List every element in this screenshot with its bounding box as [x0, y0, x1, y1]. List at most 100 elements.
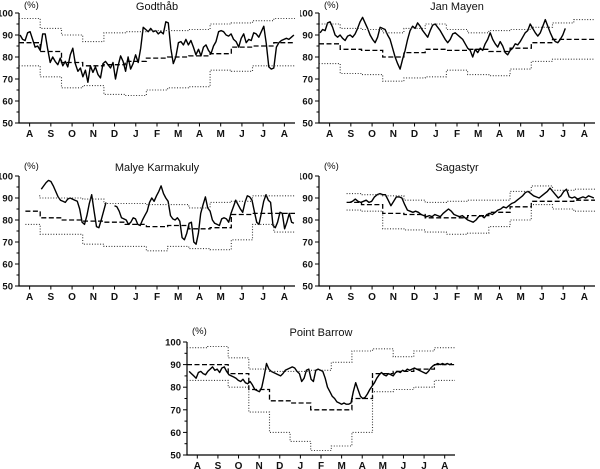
x-tick-label: F [154, 129, 160, 140]
x-tick-label: S [348, 292, 355, 303]
x-tick-label: D [111, 129, 118, 140]
chart-point-barrow: (%) Point Barrow 50 60 70 80 90 100 A S O N D J F M A M… [150, 310, 470, 469]
malye-karmakuly-lower-line [25, 223, 295, 252]
x-tick-label: M [474, 292, 482, 303]
x-tick-label: A [581, 292, 588, 303]
godthab-upper-line [19, 17, 295, 43]
y-tick-label: 60 [302, 260, 313, 271]
x-tick-label: D [411, 292, 418, 303]
x-tick-label: J [239, 292, 245, 303]
y-tick-label: 60 [2, 97, 13, 108]
x-tick-label: N [90, 129, 97, 140]
y-tick-label: 80 [2, 216, 13, 227]
x-tick-label: S [348, 129, 355, 140]
x-tick-label: M [337, 461, 345, 469]
jan-mayen-plot: 50 60 70 80 90 100 A S O N D J F M A M J J A [300, 9, 595, 140]
sagastyr-upper-line [346, 185, 595, 203]
x-tick-label: O [368, 129, 376, 140]
godthab-observed-line [19, 21, 295, 84]
x-tick-label: M [174, 292, 182, 303]
x-tick-label: N [90, 292, 97, 303]
y-tick-label: 90 [170, 360, 181, 371]
point-barrow-mean-line [187, 363, 455, 411]
godthab-plot: 50 60 70 80 90 100 A S O N D J F M A M J J A [0, 9, 295, 140]
x-tick-label: F [318, 461, 324, 469]
x-tick-label: J [260, 129, 266, 140]
point-barrow-lower-line [187, 379, 455, 452]
jan-mayen-lower-line [319, 58, 595, 82]
x-tick-label: M [517, 129, 525, 140]
point-barrow-observed-line [188, 362, 453, 405]
chart-title: Jan Mayen [430, 1, 484, 13]
y-tick-label: 60 [170, 428, 181, 439]
sagastyr-mean-line [346, 199, 595, 219]
x-tick-label: A [496, 292, 503, 303]
axis-spines [18, 13, 295, 124]
x-tick-label: J [539, 292, 545, 303]
x-tick-label: J [560, 292, 566, 303]
y-tick-label: 50 [170, 451, 181, 462]
chart-godthab: (%) Godthåb 50 60 70 80 90 100 A S O N D J F M A M J J A [0, 0, 300, 150]
y-tick-label: 90 [2, 31, 13, 42]
y-tick-label: 50 [302, 119, 313, 130]
y-tick-label: 80 [170, 383, 181, 394]
x-tick-label: J [433, 129, 439, 140]
y-tick-label: 100 [165, 338, 181, 349]
x-tick-label: J [401, 461, 407, 469]
y-axis-unit-label: (%) [24, 0, 39, 11]
y-tick-label: 100 [300, 172, 313, 183]
malye-karmakuly-observed-line [40, 179, 107, 229]
y-tick-label: 90 [302, 194, 313, 205]
y-tick-label: 50 [302, 282, 313, 293]
y-tick-label: 60 [302, 97, 313, 108]
jan-mayen-upper-line [319, 19, 595, 34]
sagastyr-lower-line [346, 204, 595, 235]
chart-jan-mayen: (%) Jan Mayen 50 60 70 80 90 100 A S O N D J F M A M J J A [300, 0, 600, 150]
x-tick-label: M [217, 292, 225, 303]
axis-spines [186, 342, 455, 456]
x-tick-label: F [154, 292, 160, 303]
x-tick-label: M [517, 292, 525, 303]
x-tick-label: J [239, 129, 245, 140]
x-tick-label: J [260, 292, 266, 303]
x-tick-label: O [68, 129, 76, 140]
chart-malye-karmakuly: (%) Malye Karmakuly 50 60 70 80 90 100 A S O N D J F… [0, 150, 300, 310]
x-tick-label: J [560, 129, 566, 140]
x-tick-label: A [26, 292, 33, 303]
x-tick-label: N [390, 292, 397, 303]
y-tick-label: 70 [2, 75, 13, 86]
x-tick-label: A [359, 461, 366, 469]
y-tick-label: 60 [2, 260, 13, 271]
x-tick-label: S [215, 461, 222, 469]
malye-karmakuly-upper-line [39, 195, 295, 209]
chart-title: Malye Karmakuly [114, 162, 200, 174]
x-tick-label: A [581, 129, 588, 140]
chart-title: Godthåb [135, 1, 179, 13]
x-tick-label: A [281, 292, 288, 303]
x-tick-label: D [411, 129, 418, 140]
x-tick-label: J [433, 292, 439, 303]
y-axis-unit-label: (%) [192, 326, 207, 337]
x-tick-label: O [68, 292, 76, 303]
sagastyr-plot: 50 60 70 80 90 100 A S O N D J F M A M J J A [300, 172, 595, 303]
chart-title: Point Barrow [289, 327, 353, 339]
y-tick-label: 70 [170, 405, 181, 416]
y-tick-label: 80 [302, 53, 313, 64]
y-axis-unit-label: (%) [324, 0, 339, 11]
axis-spines [18, 176, 295, 287]
x-tick-label: S [48, 129, 55, 140]
x-tick-label: J [298, 461, 304, 469]
x-tick-label: F [454, 129, 460, 140]
y-tick-label: 50 [2, 282, 13, 293]
x-tick-label: A [326, 292, 333, 303]
x-tick-label: D [276, 461, 283, 469]
point-barrow-plot: 50 60 70 80 90 100 A S O N D J F M A M J J A [165, 338, 455, 469]
malye-karmakuly-mean-line [25, 210, 295, 230]
malye-karmakuly-observed-line [114, 185, 295, 245]
y-tick-label: 100 [0, 172, 13, 183]
y-tick-label: 80 [302, 216, 313, 227]
x-tick-label: A [281, 129, 288, 140]
y-tick-label: 100 [0, 9, 13, 20]
x-tick-label: M [474, 129, 482, 140]
y-tick-label: 90 [2, 194, 13, 205]
